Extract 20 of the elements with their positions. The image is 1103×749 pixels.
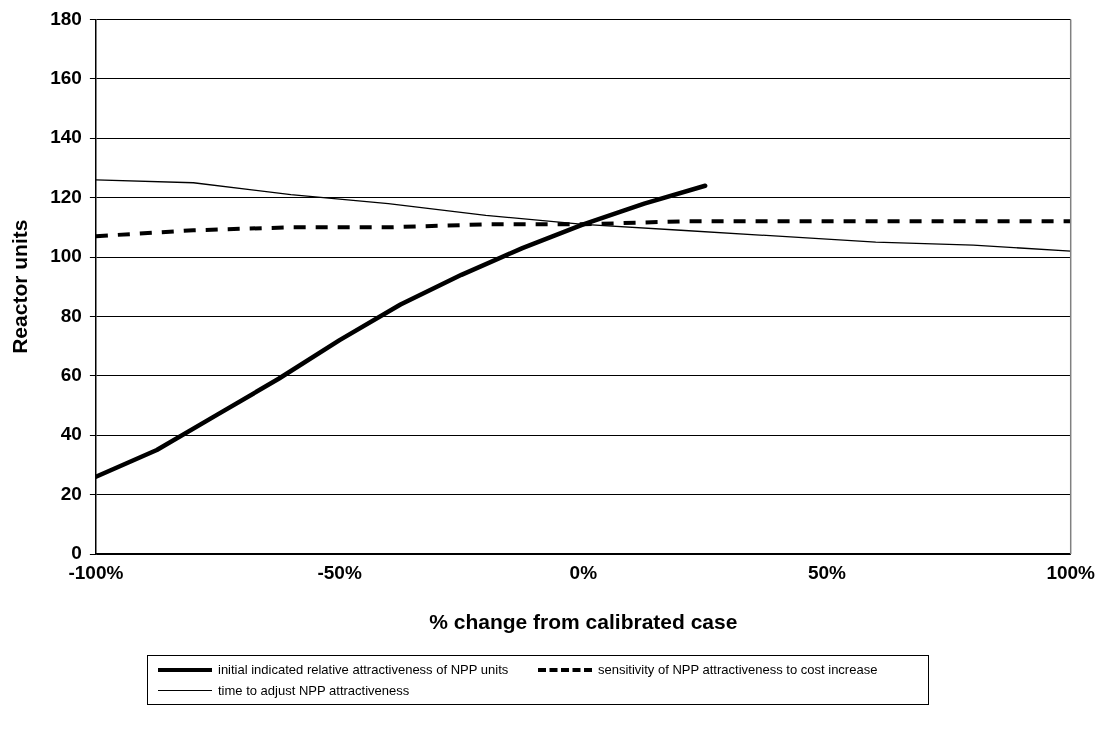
x-tick-label: -50% bbox=[317, 561, 362, 583]
y-tick-label: 120 bbox=[50, 185, 82, 207]
y-tick-label: 80 bbox=[60, 304, 82, 326]
legend-label: initial indicated relative attractiveness of NPP units bbox=[218, 662, 509, 677]
y-tick-label: 180 bbox=[50, 7, 82, 29]
x-tick-label: 100% bbox=[1046, 561, 1096, 583]
legend-label: time to adjust NPP attractiveness bbox=[218, 683, 410, 698]
x-tick-label: 50% bbox=[807, 561, 847, 583]
y-tick-label: 100 bbox=[50, 245, 82, 267]
y-tick-label: 140 bbox=[50, 126, 82, 148]
y-tick-label: 60 bbox=[60, 364, 82, 386]
legend-label: sensitivity of NPP attractiveness to cost increase bbox=[598, 662, 878, 677]
x-tick-label: 0% bbox=[569, 561, 598, 583]
x-tick-label: -100% bbox=[68, 561, 124, 583]
y-tick-label: 160 bbox=[50, 67, 82, 89]
y-tick-label: 40 bbox=[60, 423, 82, 445]
y-axis-title: Reactor units bbox=[8, 219, 32, 354]
y-tick-label: 0 bbox=[71, 542, 82, 564]
y-tick-label: 20 bbox=[60, 482, 82, 504]
x-axis-title: % change from calibrated case bbox=[429, 610, 738, 634]
